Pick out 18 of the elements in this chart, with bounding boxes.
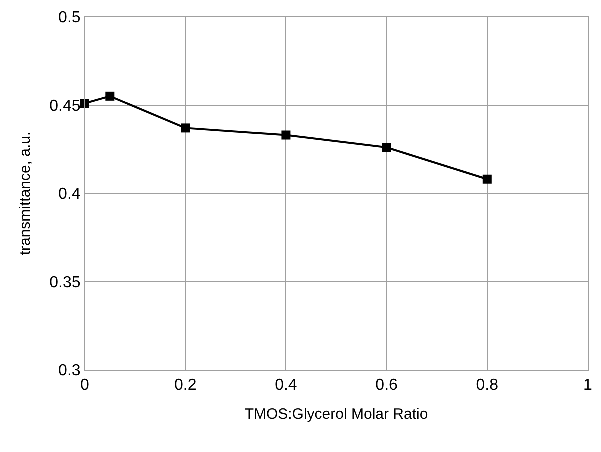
- point: [181, 124, 190, 133]
- x-tick-label: 1: [584, 377, 593, 394]
- point: [106, 92, 115, 101]
- x-axis-title: TMOS:Glycerol Molar Ratio: [244, 406, 428, 424]
- x-tick-label: 0.6: [376, 377, 398, 394]
- point: [282, 130, 291, 140]
- point: [482, 174, 492, 184]
- y-axis-title: transmittance, a.u.: [16, 132, 34, 256]
- y-tick-label: 0.5: [58, 10, 81, 27]
- x-tick-label: 0.2: [174, 377, 197, 394]
- point: [382, 143, 392, 152]
- y-tick-label: 0.35: [50, 274, 81, 292]
- x-tick-label: 0: [80, 377, 90, 394]
- x-tick-label: 0.4: [275, 377, 298, 394]
- x-tick-label: 0.8: [476, 377, 499, 394]
- y-tick-label: 0.45: [50, 98, 81, 115]
- y-tick-label: 0.3: [58, 362, 81, 380]
- y-tick-label: 0.4: [58, 186, 81, 204]
